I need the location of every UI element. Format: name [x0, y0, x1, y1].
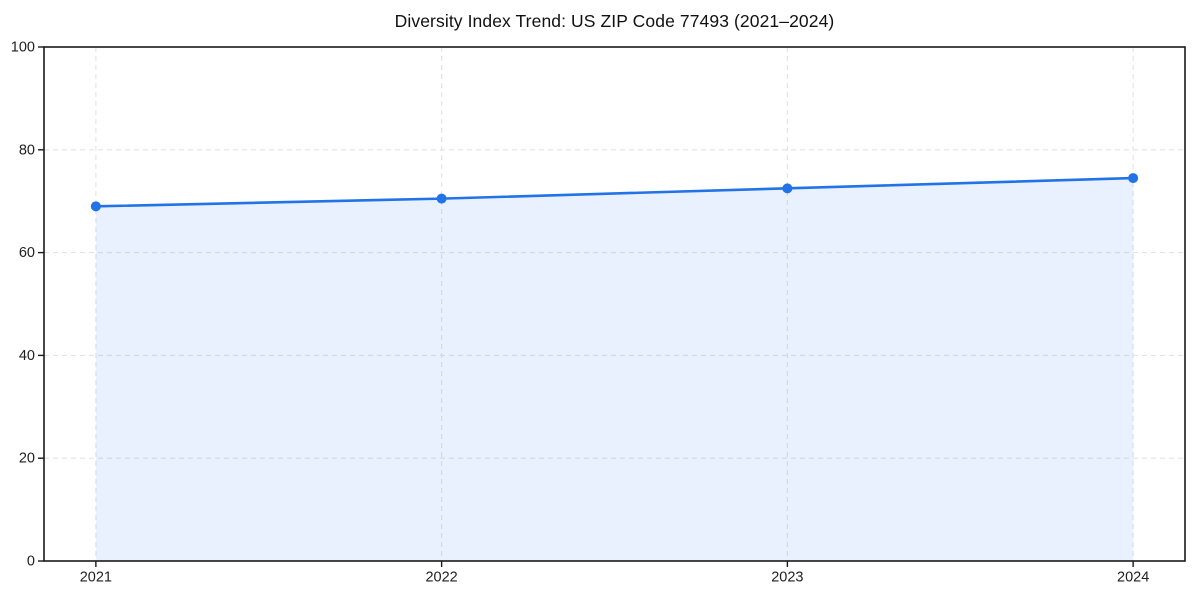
data-point-2024 [1128, 173, 1139, 184]
y-tick-label-80: 80 [19, 142, 35, 158]
data-point-2023 [782, 183, 793, 194]
data-point-2022 [436, 193, 447, 204]
trend-line [94, 176, 1135, 208]
data-point-2021 [90, 201, 101, 212]
y-tick-label-100: 100 [11, 40, 35, 56]
area-fill [95, 178, 1134, 561]
x-tick-label-2024: 2024 [1117, 570, 1149, 586]
y-tick-label-60: 60 [19, 245, 35, 261]
y-tick-label-0: 0 [27, 554, 35, 570]
chart-title: Diversity Index Trend: US ZIP Code 77493… [394, 11, 835, 31]
plot-border [43, 46, 1186, 562]
x-tick-label-2021: 2021 [80, 570, 112, 586]
y-tick-label-40: 40 [19, 348, 35, 364]
x-tick-label-2023: 2023 [771, 570, 803, 586]
x-tick-label-2022: 2022 [425, 570, 457, 586]
y-tick-label-20: 20 [19, 451, 35, 467]
